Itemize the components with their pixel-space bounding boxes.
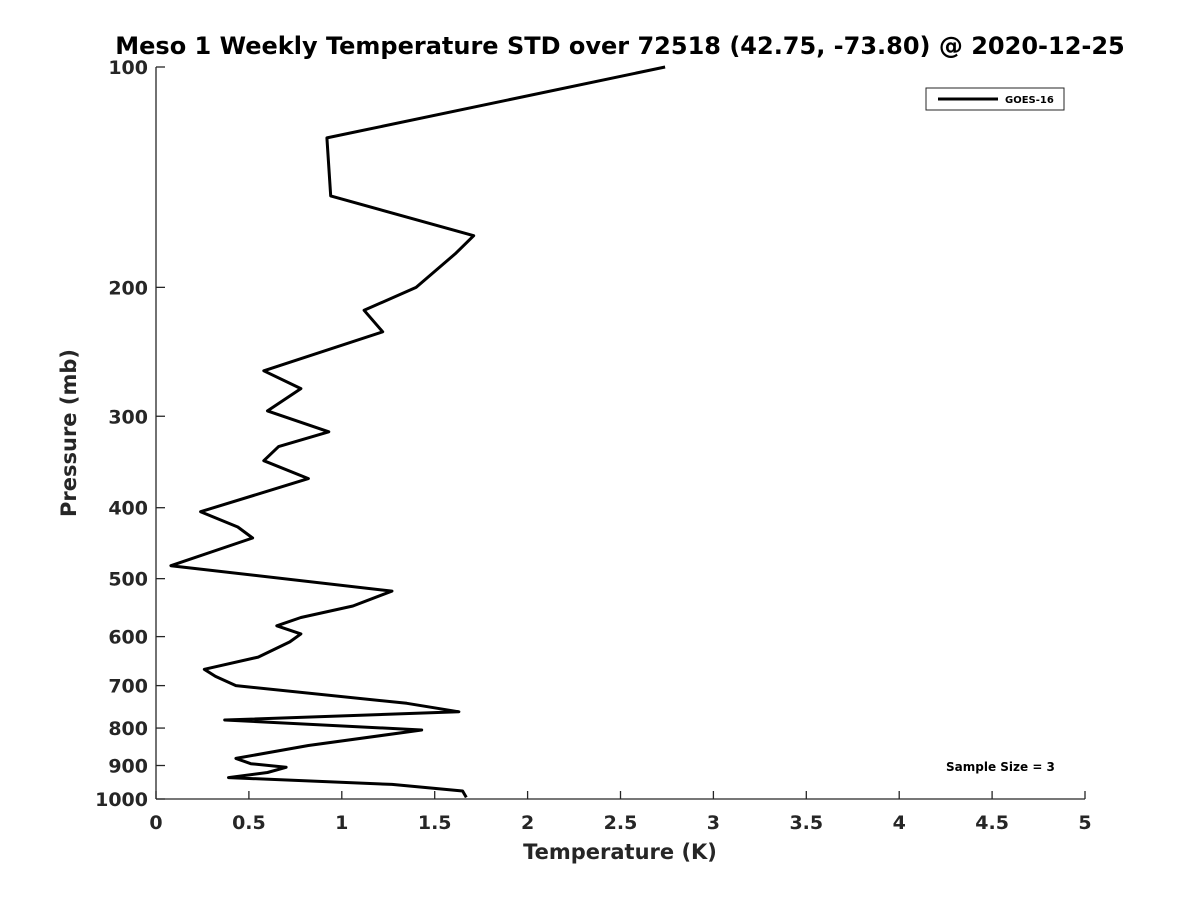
x-axis-ticks: 0 0.5 1 1.5 2 2.5 3 3.5 4 4.5 5 xyxy=(149,791,1092,834)
y-axis-label: Pressure (mb) xyxy=(57,349,81,517)
x-tick-label: 5 xyxy=(1078,812,1091,834)
y-tick-label: 400 xyxy=(108,498,148,520)
series-line-goes-16 xyxy=(169,65,666,799)
y-tick-label: 700 xyxy=(108,676,148,698)
x-tick-label: 1.5 xyxy=(418,812,452,834)
x-tick-label: 2.5 xyxy=(604,812,638,834)
x-tick-label: 0 xyxy=(149,812,162,834)
plot-area xyxy=(155,67,1085,800)
y-tick-label: 100 xyxy=(108,57,148,79)
legend: GOES-16 xyxy=(925,87,1065,111)
sample-size-annotation: Sample Size = 3 xyxy=(946,760,1055,774)
y-tick-label: 500 xyxy=(108,569,148,591)
legend-label: GOES-16 xyxy=(1005,95,1054,106)
x-tick-label: 0.5 xyxy=(232,812,266,834)
y-tick-label: 600 xyxy=(108,627,148,649)
chart-title: Meso 1 Weekly Temperature STD over 72518… xyxy=(115,32,1125,60)
y-axis-ticks: 100 200 300 400 500 600 700 800 900 1000 xyxy=(95,57,165,811)
y-tick-label: 900 xyxy=(108,756,148,778)
y-tick-label: 800 xyxy=(108,718,148,740)
x-tick-label: 4 xyxy=(893,812,906,834)
y-tick-label: 300 xyxy=(108,406,148,428)
x-tick-label: 3 xyxy=(707,812,720,834)
x-tick-label: 4.5 xyxy=(975,812,1009,834)
x-axis-label: Temperature (K) xyxy=(523,840,717,864)
x-tick-label: 2 xyxy=(521,812,534,834)
x-tick-label: 1 xyxy=(335,812,348,834)
y-tick-label: 1000 xyxy=(95,789,148,811)
y-tick-label: 200 xyxy=(108,277,148,299)
x-tick-label: 3.5 xyxy=(789,812,823,834)
